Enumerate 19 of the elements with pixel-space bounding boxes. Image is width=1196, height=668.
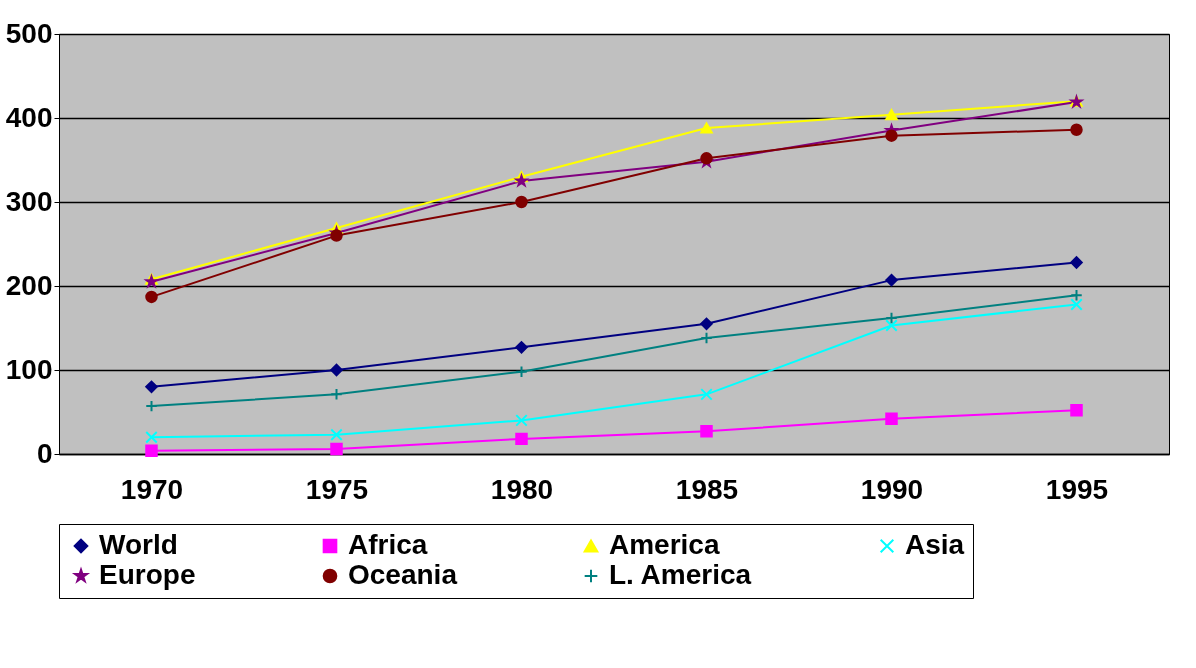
y-tick-label: 500: [5, 17, 53, 49]
legend-label: World: [99, 529, 178, 560]
x-tick-label: 1990: [860, 473, 924, 505]
legend-label: Africa: [348, 529, 428, 560]
legend-label: L. America: [609, 559, 752, 590]
legend-label: Asia: [905, 529, 965, 560]
y-tick-label: 100: [5, 353, 53, 385]
x-tick-label: 1980: [490, 473, 554, 505]
x-tick-label: 1985: [675, 473, 739, 505]
legend-label: Oceania: [348, 559, 458, 590]
x-tick-label: 1975: [305, 473, 369, 505]
y-tick-label: 200: [5, 269, 53, 301]
y-tick-label: 400: [5, 101, 53, 133]
y-tick-label: 0: [36, 437, 53, 469]
x-tick-label: 1970: [120, 473, 184, 505]
legend-label: Europe: [99, 559, 196, 590]
x-tick-label: 1995: [1045, 473, 1109, 505]
y-tick-label: 300: [5, 185, 53, 217]
legend-label: America: [609, 529, 720, 560]
